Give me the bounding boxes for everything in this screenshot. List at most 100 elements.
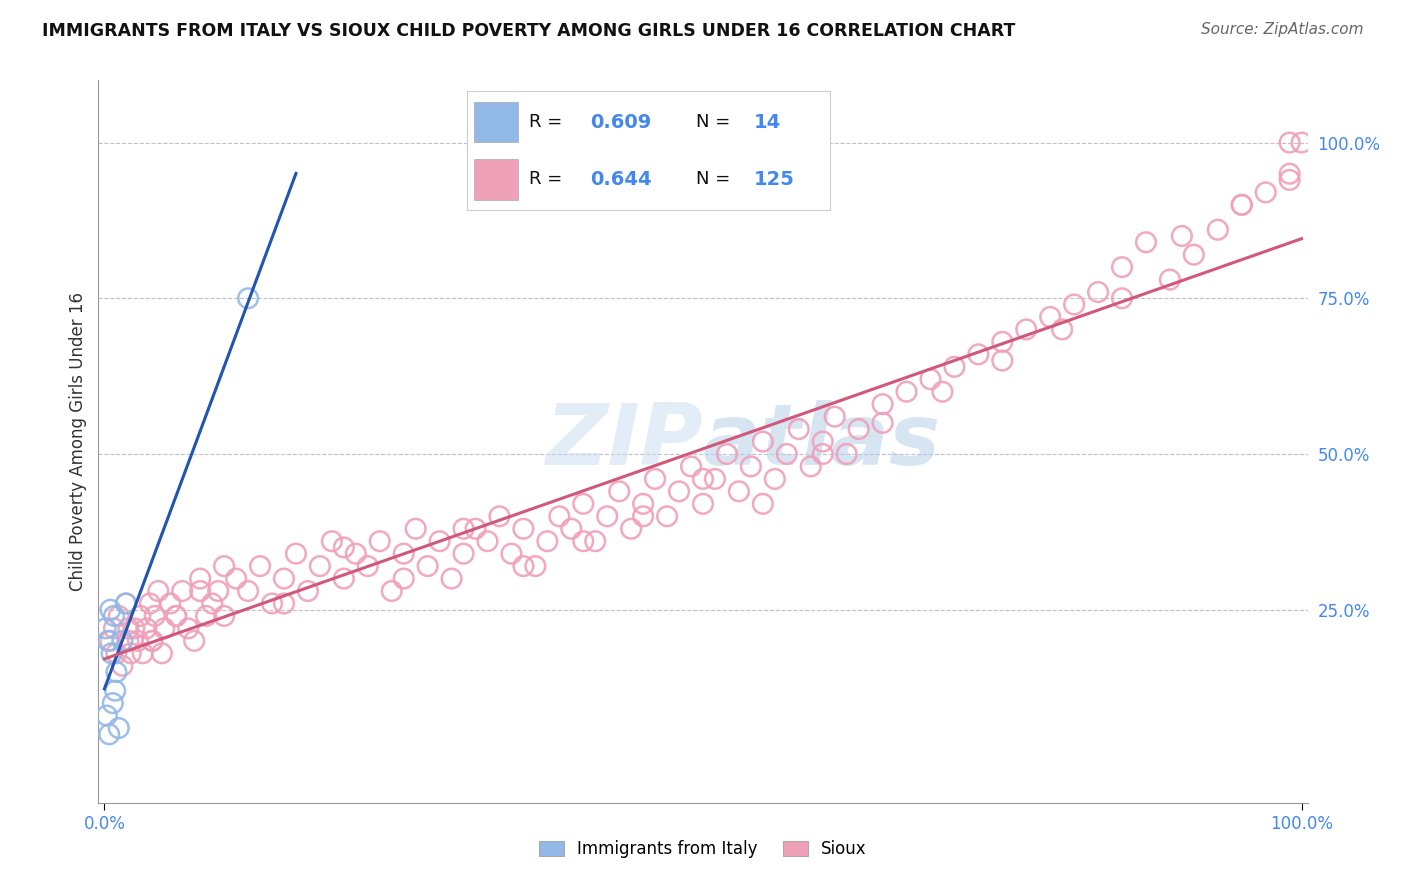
Point	[848, 422, 870, 436]
Point	[153, 621, 176, 635]
Point	[1278, 173, 1301, 187]
Point	[800, 459, 823, 474]
Point	[679, 459, 702, 474]
Point	[548, 509, 571, 524]
Point	[1063, 297, 1085, 311]
Point	[177, 621, 200, 635]
Point	[273, 572, 295, 586]
Point	[100, 603, 122, 617]
Point	[453, 547, 475, 561]
Point	[1039, 310, 1062, 324]
Legend: Immigrants from Italy, Sioux: Immigrants from Italy, Sioux	[531, 832, 875, 867]
Point	[872, 397, 894, 411]
Point	[740, 459, 762, 474]
Point	[536, 534, 558, 549]
Point	[260, 597, 283, 611]
Point	[381, 584, 404, 599]
Point	[512, 559, 534, 574]
Point	[103, 621, 125, 635]
Point	[453, 522, 475, 536]
Point	[776, 447, 799, 461]
Point	[583, 534, 606, 549]
Point	[127, 633, 149, 648]
Point	[501, 547, 523, 561]
Point	[392, 547, 415, 561]
Point	[141, 633, 163, 648]
Point	[1278, 136, 1301, 150]
Point	[117, 621, 139, 635]
Point	[120, 646, 142, 660]
Point	[1159, 272, 1181, 286]
Point	[392, 572, 415, 586]
Point	[183, 633, 205, 648]
Point	[107, 721, 129, 735]
Point	[835, 447, 858, 461]
Point	[188, 584, 211, 599]
Point	[692, 497, 714, 511]
Point	[1254, 186, 1277, 200]
Point	[560, 522, 582, 536]
Point	[297, 584, 319, 599]
Point	[1015, 322, 1038, 336]
Point	[429, 534, 451, 549]
Point	[284, 547, 307, 561]
Point	[115, 597, 138, 611]
Point	[273, 597, 295, 611]
Point	[143, 609, 166, 624]
Point	[101, 696, 124, 710]
Point	[1230, 198, 1253, 212]
Point	[100, 646, 122, 660]
Point	[333, 572, 356, 586]
Point	[1291, 136, 1313, 150]
Point	[512, 522, 534, 536]
Point	[631, 497, 654, 511]
Point	[104, 683, 127, 698]
Point	[201, 597, 224, 611]
Point	[668, 484, 690, 499]
Point	[1171, 229, 1194, 244]
Point	[824, 409, 846, 424]
Point	[1182, 248, 1205, 262]
Point	[620, 522, 643, 536]
Point	[165, 609, 187, 624]
Text: atlas: atlas	[703, 400, 941, 483]
Point	[333, 541, 356, 555]
Point	[165, 609, 187, 624]
Point	[991, 334, 1014, 349]
Point	[728, 484, 751, 499]
Point	[188, 572, 211, 586]
Point	[872, 416, 894, 430]
Point	[896, 384, 918, 399]
Point	[991, 353, 1014, 368]
Point	[172, 584, 194, 599]
Point	[321, 534, 343, 549]
Point	[225, 572, 247, 586]
Point	[96, 708, 118, 723]
Point	[1278, 167, 1301, 181]
Y-axis label: Child Poverty Among Girls Under 16: Child Poverty Among Girls Under 16	[69, 292, 87, 591]
Point	[488, 509, 510, 524]
Point	[572, 497, 595, 511]
Point	[309, 559, 332, 574]
Point	[477, 534, 499, 549]
Point	[105, 665, 128, 679]
Point	[207, 584, 229, 599]
Point	[655, 509, 678, 524]
Point	[98, 727, 121, 741]
Point	[129, 609, 152, 624]
Point	[212, 609, 235, 624]
Point	[1087, 285, 1109, 299]
Point	[752, 434, 775, 449]
Point	[139, 597, 162, 611]
Point	[115, 597, 138, 611]
Point	[236, 291, 259, 305]
Point	[631, 509, 654, 524]
Point	[344, 547, 367, 561]
Point	[931, 384, 953, 399]
Point	[1050, 322, 1073, 336]
Point	[236, 584, 259, 599]
Point	[132, 646, 155, 660]
Point	[644, 472, 666, 486]
Point	[440, 572, 463, 586]
Point	[596, 509, 619, 524]
